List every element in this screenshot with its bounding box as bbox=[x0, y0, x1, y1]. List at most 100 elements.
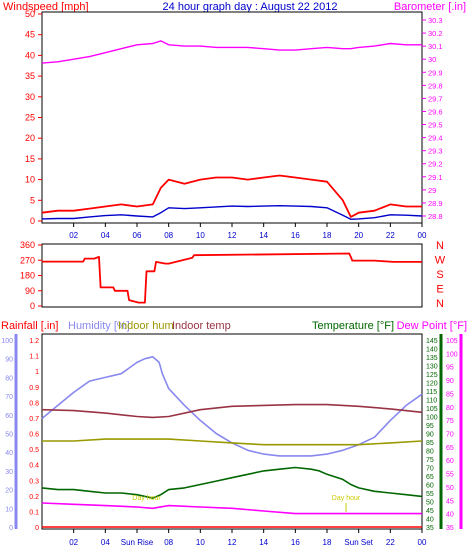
rainfall-tick-label: 1 bbox=[35, 369, 39, 376]
dew-point-axis-title: Dew Point [°F] bbox=[397, 320, 467, 332]
compass-letter: E bbox=[436, 284, 443, 296]
dew-point-tick-label: 75 bbox=[446, 418, 454, 425]
time-tick-label: 00 bbox=[418, 538, 427, 547]
time-tick-label: 02 bbox=[69, 231, 78, 240]
temperature-tick-label: 145 bbox=[426, 338, 438, 345]
barometer-tick-label: 28.9 bbox=[428, 199, 443, 208]
barometer-tick-label: 29 bbox=[428, 186, 436, 195]
humidity-tick-label: 10 bbox=[5, 506, 13, 513]
humidity-axis-title: Humidity [%] bbox=[68, 320, 130, 332]
humidity-tick-label: 100 bbox=[1, 338, 13, 345]
direction-tick-label: 270 bbox=[20, 255, 35, 265]
time-tick-label: 16 bbox=[291, 231, 300, 240]
wind-tick-label: 20 bbox=[25, 133, 35, 143]
direction-tick-label: 90 bbox=[25, 286, 35, 296]
dew-point-tick-label: 100 bbox=[446, 351, 458, 358]
temperature-tick-label: 85 bbox=[426, 440, 434, 447]
temperature-tick-label: 110 bbox=[426, 398, 437, 405]
time-tick-label: 08 bbox=[164, 231, 173, 240]
wind-tick-label: 10 bbox=[25, 175, 35, 185]
temperature-tick-label: 135 bbox=[426, 355, 438, 362]
compass-letter: N bbox=[436, 298, 444, 310]
barometer-tick-label: 30.3 bbox=[428, 16, 443, 25]
time-tick-label: 00 bbox=[418, 231, 427, 240]
wind-tick-label: 15 bbox=[25, 154, 35, 164]
temperature-tick-label: 80 bbox=[426, 449, 434, 456]
rainfall-tick-label: 1.1 bbox=[29, 354, 39, 361]
time-tick-label: 22 bbox=[386, 538, 395, 547]
humidity-tick-label: 90 bbox=[5, 357, 13, 364]
time-tick-label: 18 bbox=[323, 538, 332, 547]
humidity-tick-label: 20 bbox=[5, 488, 13, 495]
humidity-tick-label: 40 bbox=[5, 450, 13, 457]
barometer-tick-label: 29.6 bbox=[428, 107, 443, 116]
barometer-tick-label: 29.8 bbox=[428, 81, 443, 90]
dew-point-tick-label: 85 bbox=[446, 391, 454, 398]
rainfall-tick-label: 0.7 bbox=[29, 416, 39, 423]
compass-letter: N bbox=[436, 240, 444, 252]
temperature-tick-label: 45 bbox=[426, 508, 434, 515]
rainfall-tick-label: 0.1 bbox=[29, 509, 39, 516]
temperature-tick-label: 65 bbox=[426, 474, 434, 481]
temperature-tick-label: 75 bbox=[426, 457, 434, 464]
humidity-line bbox=[41, 355, 423, 457]
humidity-tick-label: 50 bbox=[5, 432, 13, 439]
humidity-tick-label: 30 bbox=[5, 469, 13, 476]
indoor-temp-legend: Indoor temp bbox=[172, 320, 231, 332]
dew-point-f-line bbox=[41, 502, 422, 515]
temperature-tick-label: 95 bbox=[426, 423, 434, 430]
wind-plot-frame bbox=[41, 11, 423, 224]
time-tick-label: Sun Set bbox=[344, 538, 373, 547]
time-tick-label: 20 bbox=[354, 231, 363, 240]
compass-letter: S bbox=[436, 269, 443, 281]
dew-point-tick-label: 105 bbox=[446, 338, 458, 345]
temperature-tick-label: 125 bbox=[426, 372, 438, 379]
time-tick-label: 06 bbox=[133, 231, 142, 240]
time-tick-label: 14 bbox=[259, 538, 268, 547]
rainfall-tick-label: 1.2 bbox=[29, 338, 39, 345]
barometer-tick-label: 29.3 bbox=[428, 147, 443, 156]
barometer-tick-label: 30 bbox=[428, 55, 436, 64]
barometer-axis-title: Barometer [.in] bbox=[394, 1, 466, 13]
temperature-tick-label: 100 bbox=[426, 415, 438, 422]
barometer-tick-label: 28.8 bbox=[428, 212, 443, 221]
direction-tick-label: 0 bbox=[30, 301, 35, 311]
temperature-tick-label: 70 bbox=[426, 466, 434, 473]
dew-point-tick-label: 40 bbox=[446, 512, 454, 519]
time-tick-label: 22 bbox=[386, 231, 395, 240]
temperature-tick-label: 130 bbox=[426, 364, 438, 371]
humidity-tick-label: 80 bbox=[5, 375, 13, 382]
temperature-tick-label: 90 bbox=[426, 432, 434, 439]
rainfall-tick-label: 0 bbox=[35, 525, 39, 532]
rainfall-tick-label: 0.6 bbox=[29, 432, 39, 439]
rainfall-tick-label: 0.9 bbox=[29, 385, 39, 392]
wind-direction-line bbox=[42, 252, 422, 304]
temperature-tick-label: 120 bbox=[426, 381, 438, 388]
time-tick-label: 04 bbox=[101, 538, 110, 547]
wind-tick-label: 0 bbox=[30, 216, 35, 226]
time-tick-label: 04 bbox=[101, 231, 110, 240]
barometer-tick-label: 29.4 bbox=[428, 134, 443, 143]
temperature-tick-label: 105 bbox=[426, 406, 438, 413]
time-tick-label: 10 bbox=[196, 538, 205, 547]
rainfall-tick-label: 0.8 bbox=[29, 400, 39, 407]
dew-point-tick-label: 65 bbox=[446, 445, 454, 452]
direction-tick-label: 360 bbox=[20, 240, 35, 250]
time-tick-label: 02 bbox=[69, 538, 78, 547]
time-tick-label: Sun Rise bbox=[121, 538, 154, 547]
wind-tick-label: 30 bbox=[25, 92, 35, 102]
dew-point-tick-label: 55 bbox=[446, 472, 454, 479]
barometer-tick-label: 29.7 bbox=[428, 94, 443, 103]
barometer-tick-label: 29.9 bbox=[428, 68, 443, 77]
barometer-tick-label: 29.5 bbox=[428, 121, 443, 130]
wind-tick-label: 35 bbox=[25, 71, 35, 81]
humidity-tick-label: 60 bbox=[5, 413, 13, 420]
barometer-tick-label: 30.1 bbox=[428, 42, 443, 51]
rainfall-tick-label: 0.4 bbox=[29, 463, 39, 470]
temperature-tick-label: 35 bbox=[426, 525, 434, 532]
temperature-axis-title: Temperature [°F] bbox=[312, 320, 394, 332]
direction-plot-frame bbox=[41, 243, 423, 308]
dew-point-tick-label: 45 bbox=[446, 498, 454, 505]
